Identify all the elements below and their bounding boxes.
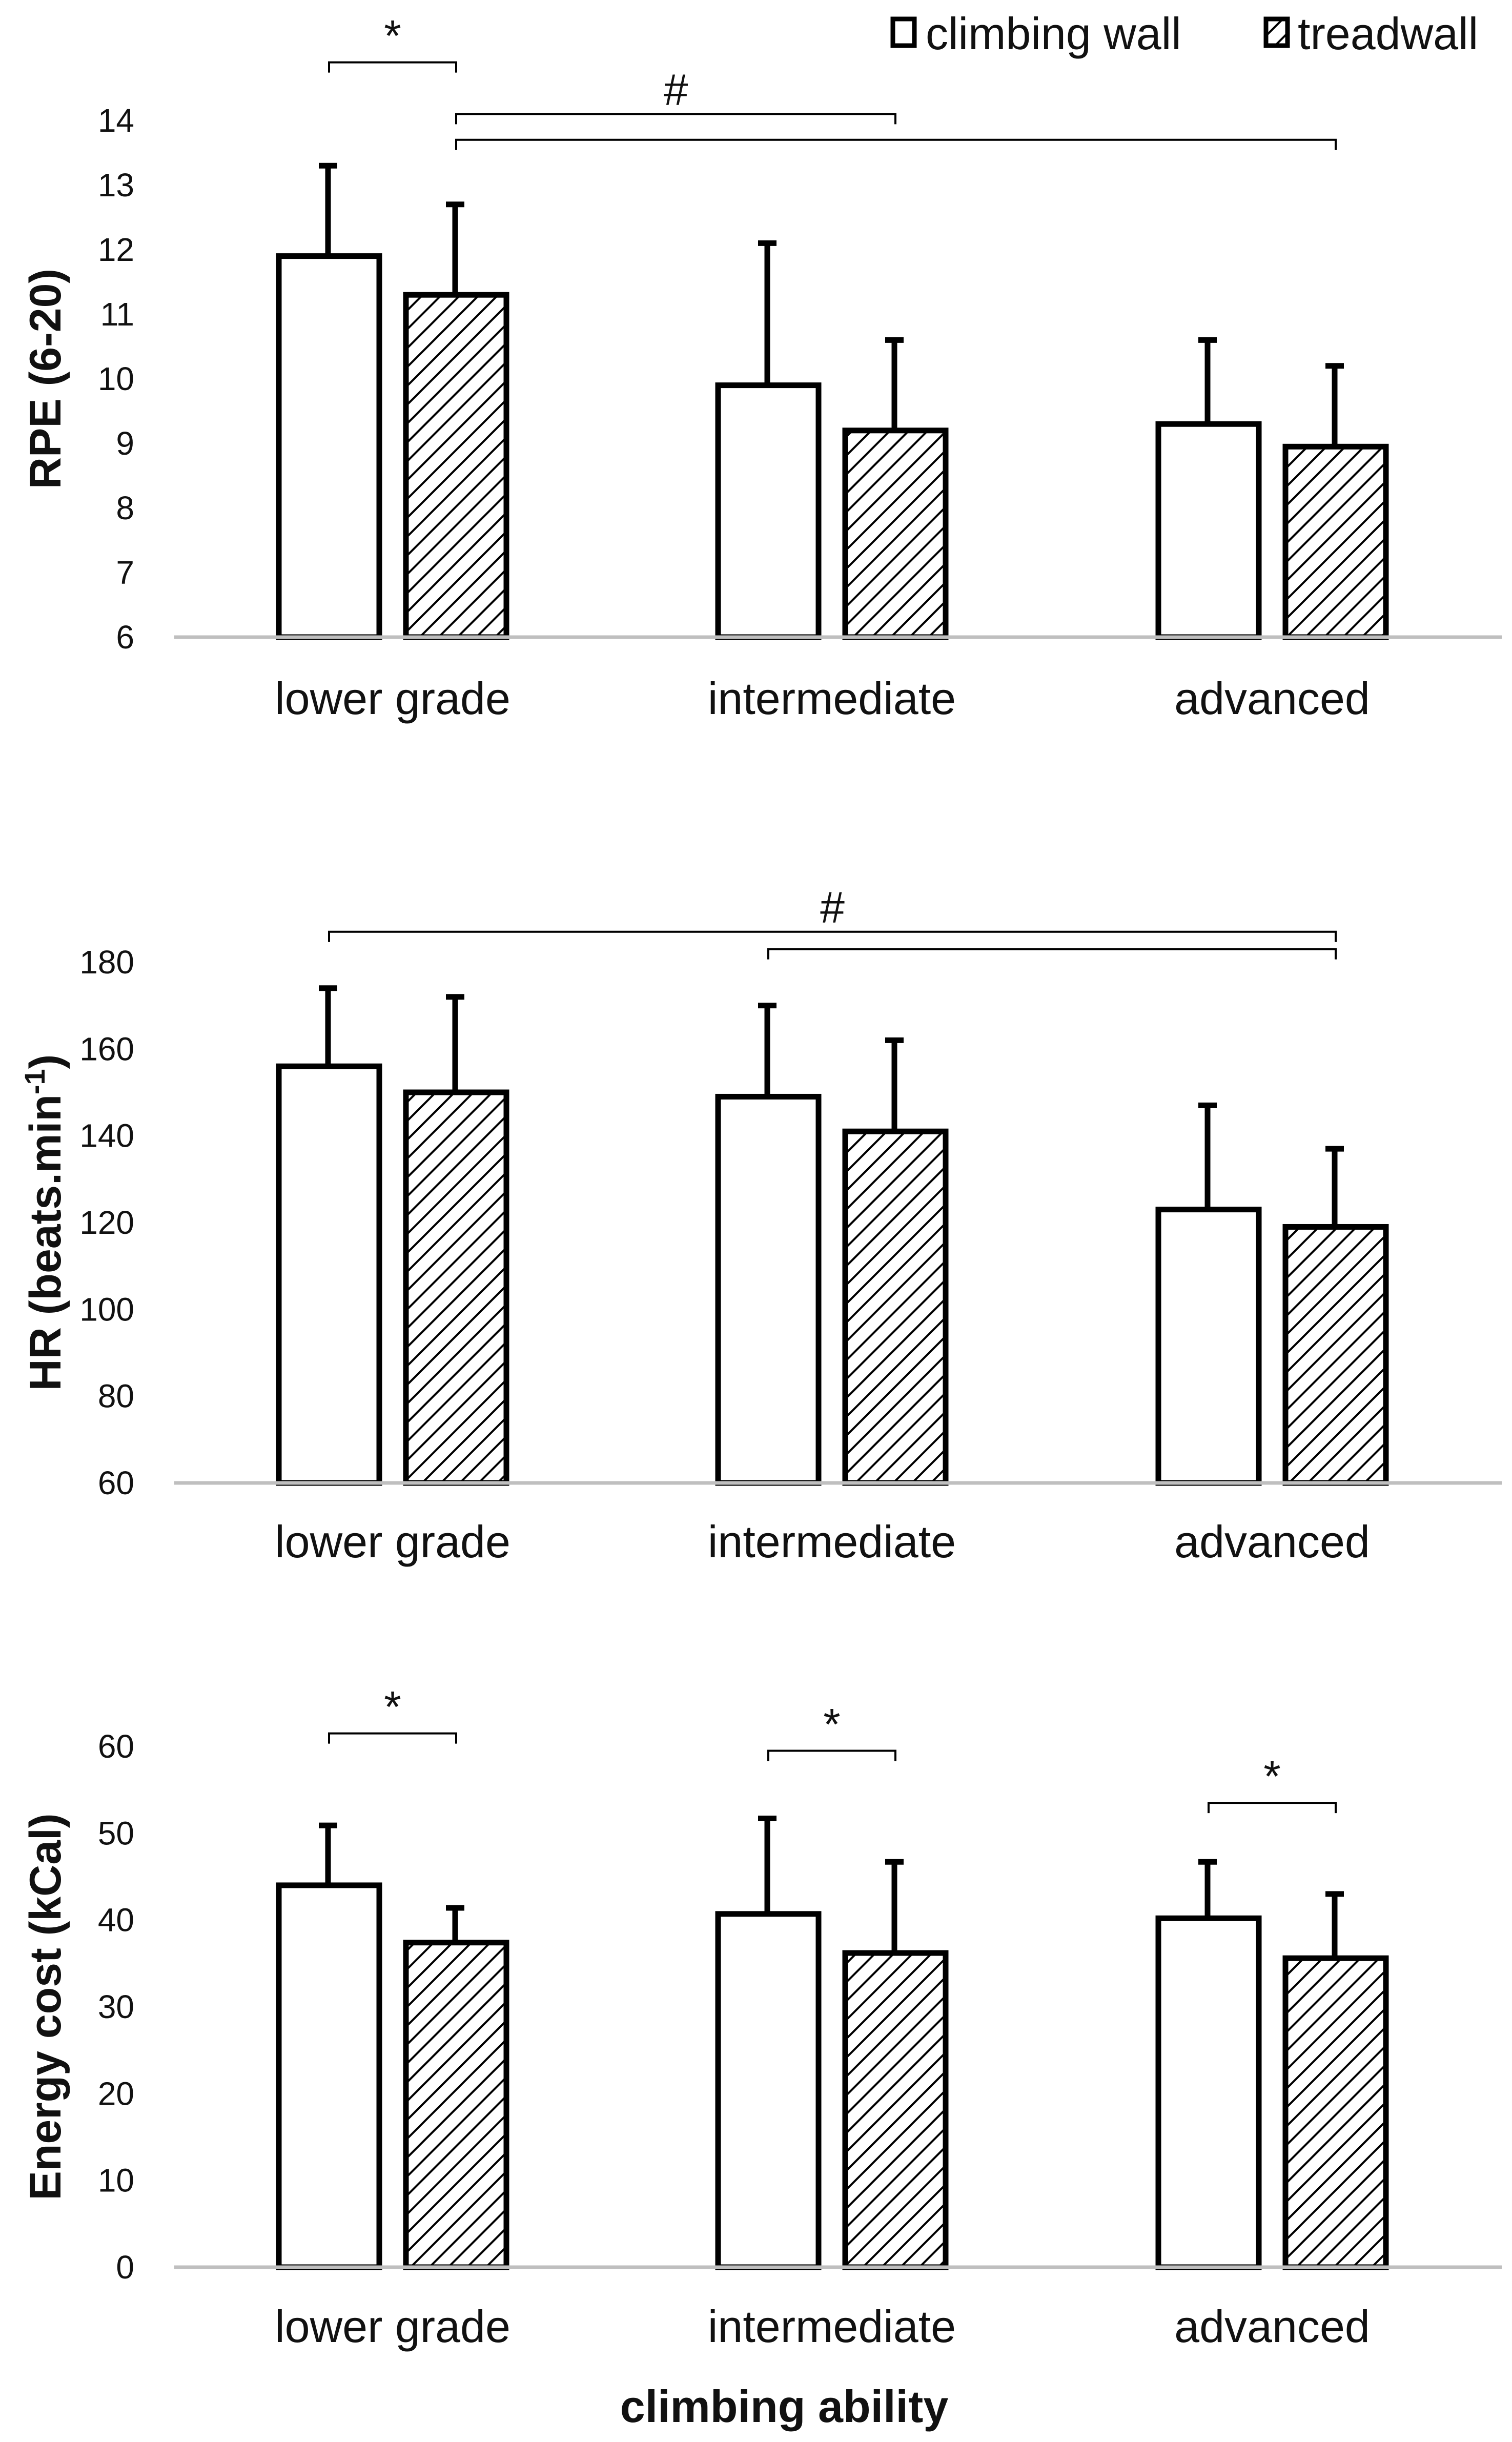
bar-treadwall-advanced — [1282, 443, 1389, 640]
significance-bracket — [328, 61, 457, 73]
significance-bracket — [455, 113, 896, 125]
error-bar-treadwall-intermediate — [885, 1859, 904, 1953]
chart-panel-energy-cost: 0 10 20 30 40 50 60 lower grade intermediate adva… — [21, 1683, 1502, 2352]
bar-climbing-wall-advanced — [1155, 1915, 1262, 2270]
y-axis-label: Energy cost (kCal) — [21, 1813, 70, 2200]
y-tick-label: 100 — [79, 1291, 134, 1328]
error-bar-climbing-wall-lower-grade — [319, 985, 337, 1067]
significance-asterisk: * — [1263, 1752, 1280, 1801]
error-bar-treadwall-intermediate — [885, 337, 904, 431]
error-bar-climbing-wall-advanced — [1198, 1859, 1217, 1919]
category-label-advanced: advanced — [1174, 673, 1370, 724]
significance-hash: # — [664, 65, 688, 114]
y-tick-label: 0 — [116, 2249, 134, 2286]
y-axis-label: HR (beats.min-1) — [18, 1054, 71, 1391]
bar-climbing-wall-intermediate — [715, 1911, 822, 2270]
bar-climbing-wall-advanced — [1155, 1207, 1262, 1486]
error-bar-treadwall-lower-grade — [446, 1905, 464, 1943]
bar-treadwall-lower-grade — [403, 1940, 509, 2270]
error-bar-climbing-wall-intermediate — [758, 1003, 777, 1097]
bar-treadwall-intermediate — [842, 1950, 949, 2270]
significance-asterisk: * — [823, 1700, 840, 1749]
legend-swatch-treadwall — [1263, 16, 1290, 48]
bar-climbing-wall-advanced — [1155, 421, 1262, 640]
category-label-intermediate: intermediate — [708, 673, 956, 724]
error-bar-climbing-wall-lower-grade — [319, 162, 337, 256]
bar-treadwall-advanced — [1282, 1955, 1389, 2270]
bar-treadwall-intermediate — [842, 428, 949, 640]
legend: climbing wall treadwall — [890, 8, 1478, 59]
significance-asterisk: * — [384, 1683, 401, 1732]
y-tick-label: 60 — [98, 1728, 134, 1765]
category-label-lower-grade: lower grade — [275, 2301, 510, 2352]
y-tick-label: 9 — [116, 425, 134, 462]
significance-bracket — [1208, 1802, 1337, 1814]
y-tick-label: 60 — [98, 1464, 134, 1501]
y-tick-label: 8 — [116, 490, 134, 526]
bar-climbing-wall-intermediate — [715, 382, 822, 640]
error-bar-treadwall-advanced — [1325, 1891, 1344, 1959]
chart-panel-rpe: 6 7 8 9 10 11 12 13 14 lower grade intermediate adv… — [21, 12, 1502, 724]
error-bar-treadwall-lower-grade — [446, 201, 464, 295]
y-tick-label: 6 — [116, 619, 134, 656]
category-label-lower-grade: lower grade — [275, 673, 510, 724]
category-label-intermediate: intermediate — [708, 2301, 956, 2352]
error-bar-climbing-wall-lower-grade — [319, 1822, 337, 1885]
y-tick-label: 80 — [98, 1378, 134, 1415]
y-tick-label: 10 — [98, 360, 134, 397]
legend-label-treadwall: treadwall — [1298, 8, 1478, 59]
bar-climbing-wall-intermediate — [715, 1093, 822, 1486]
bar-climbing-wall-lower-grade — [276, 1882, 382, 2270]
category-label-advanced: advanced — [1174, 1516, 1370, 1567]
significance-hash: # — [820, 883, 845, 932]
category-label-intermediate: intermediate — [708, 1516, 956, 1567]
y-tick-label: 14 — [98, 102, 134, 139]
bar-treadwall-advanced — [1282, 1224, 1389, 1486]
y-tick-label: 50 — [98, 1815, 134, 1851]
error-bar-treadwall-intermediate — [885, 1037, 904, 1132]
error-bar-climbing-wall-intermediate — [758, 240, 777, 385]
error-bar-treadwall-lower-grade — [446, 994, 464, 1092]
y-tick-label: 40 — [98, 1902, 134, 1939]
y-tick-label: 10 — [98, 2162, 134, 2199]
y-tick-label: 13 — [98, 167, 134, 203]
y-tick-label: 160 — [79, 1030, 134, 1067]
significance-bracket — [328, 1732, 457, 1744]
error-bar-treadwall-advanced — [1325, 1146, 1344, 1227]
y-axis-label: RPE (6-20) — [21, 269, 70, 489]
bar-climbing-wall-lower-grade — [276, 253, 382, 640]
error-bar-climbing-wall-advanced — [1198, 337, 1217, 424]
category-label-advanced: advanced — [1174, 2301, 1370, 2352]
category-label-lower-grade: lower grade — [275, 1516, 510, 1567]
significance-bracket — [328, 930, 1337, 942]
significance-bracket — [455, 138, 1337, 150]
y-tick-label: 120 — [79, 1204, 134, 1241]
bar-treadwall-intermediate — [842, 1128, 949, 1486]
bar-climbing-wall-lower-grade — [276, 1063, 382, 1486]
y-tick-label: 11 — [100, 296, 134, 333]
y-tick-label: 20 — [98, 2075, 134, 2112]
chart-panel-hr: 60 80 100 120 140 160 180 lower grade intermedia… — [18, 883, 1502, 1567]
y-tick-label: 30 — [98, 1988, 134, 2025]
significance-asterisk: * — [384, 12, 401, 61]
bar-treadwall-lower-grade — [403, 1089, 509, 1486]
significance-bracket — [767, 1749, 896, 1761]
error-bar-treadwall-advanced — [1325, 363, 1344, 447]
x-axis-label: climbing ability — [620, 2381, 949, 2432]
bar-treadwall-lower-grade — [403, 292, 509, 640]
error-bar-climbing-wall-advanced — [1198, 1102, 1217, 1210]
y-tick-label: 140 — [79, 1117, 134, 1154]
legend-swatch-climbing-wall — [890, 16, 917, 48]
y-tick-label: 12 — [98, 231, 134, 268]
legend-label-climbing-wall: climbing wall — [926, 8, 1181, 59]
error-bar-climbing-wall-intermediate — [758, 1816, 777, 1914]
y-tick-label: 180 — [79, 944, 134, 981]
significance-bracket — [767, 948, 1337, 960]
y-tick-label: 7 — [116, 554, 134, 591]
